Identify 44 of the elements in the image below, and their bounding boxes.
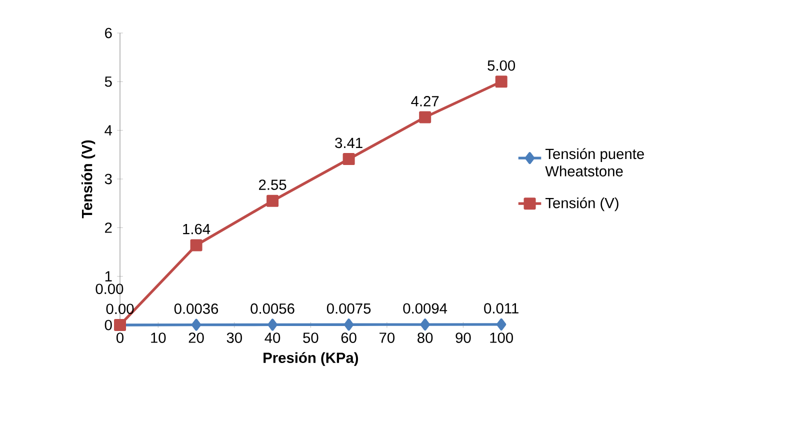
data-label: 0.00 [96,284,124,294]
legend-label: Tensión puente Wheatstone [545,148,644,176]
y-tick-label: 2 [105,222,112,233]
x-tick-label: 10 [151,332,166,343]
x-tick-label: 90 [456,332,471,343]
x-tick-label: 40 [264,332,280,343]
point [266,194,279,207]
point [420,318,430,331]
legend-label: Tensión (V) [545,197,618,212]
x-tick-label: 20 [188,332,204,343]
x-tick-label: 80 [418,332,433,343]
y-axis-title: Tensión (V) [81,140,96,218]
point [268,318,278,331]
data-label: 3.41 [335,138,362,148]
data-label: 1.64 [183,224,210,234]
x-tick-label: 100 [490,332,513,343]
data-label: 0.00 [106,304,134,314]
y-tick-label: 5 [104,76,112,87]
y-tick-label: 3 [104,174,112,184]
point [419,111,432,124]
data-label: 5.00 [488,60,516,71]
point [191,318,202,331]
x-tick-label: 70 [380,332,395,343]
x-tick-label: 60 [341,332,356,343]
x-axis-title: Presión (KPa) [264,352,358,366]
data-label: 0.0036 [174,304,218,314]
y-tick-label: 6 [105,28,112,38]
y-tick-label: 0 [104,320,112,330]
data-label: 0.0075 [326,303,371,314]
x-tick-label: 0 [116,332,124,343]
point [342,153,355,166]
point [496,318,506,330]
point [344,318,354,331]
data-label: 0.0094 [403,303,448,314]
data-label: 0.0056 [250,303,294,314]
y-tick-label: 4 [104,125,112,136]
data-label: 0.011 [484,303,518,314]
point [495,76,508,88]
x-tick-label: 50 [303,332,318,343]
y-tick-label: 1 [105,271,112,282]
x-tick-label: 30 [226,332,242,343]
data-label: 2.55 [259,180,286,190]
point [190,239,202,252]
data-label: 4.27 [411,96,439,106]
